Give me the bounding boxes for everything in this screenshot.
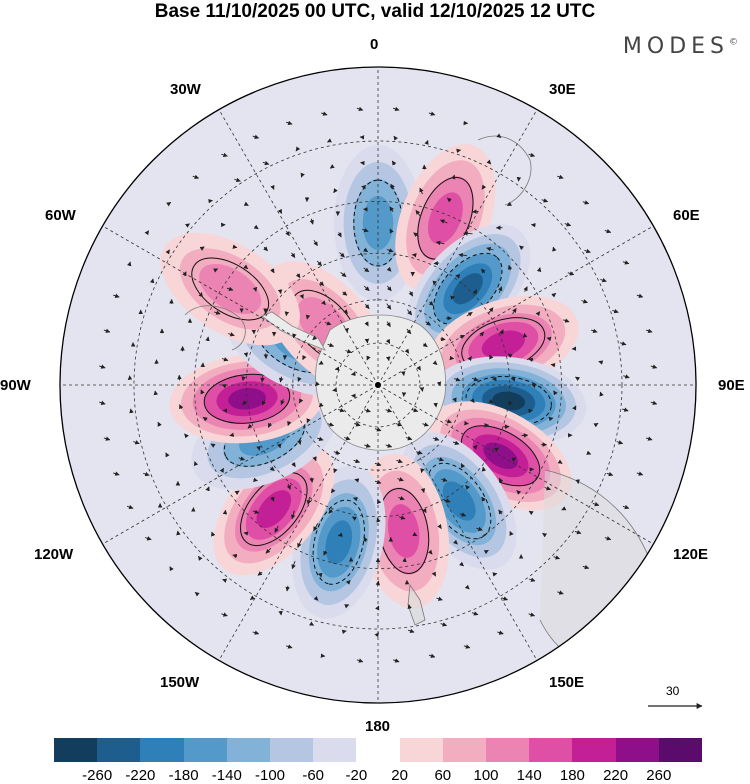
wind-vector bbox=[178, 531, 179, 534]
colorbar-swatch bbox=[486, 738, 530, 762]
wind-vector bbox=[225, 510, 226, 514]
south-pole-dot bbox=[375, 382, 381, 388]
wind-vector bbox=[454, 175, 455, 177]
wind-vector bbox=[440, 384, 441, 386]
colorbar-tick-label: 20 bbox=[378, 767, 422, 784]
colorbar-tick-label: -260 bbox=[75, 767, 119, 784]
wind-vector bbox=[208, 337, 209, 340]
colorbar-tick-label: 140 bbox=[507, 767, 551, 784]
wind-vector bbox=[434, 263, 439, 264]
wind-vector bbox=[547, 338, 549, 339]
wind-vector bbox=[423, 490, 424, 492]
lon-label-60e: 60E bbox=[673, 208, 700, 224]
colorbar-tick-label: 60 bbox=[421, 767, 465, 784]
wind-vector bbox=[244, 533, 247, 534]
colorbar-swatch bbox=[572, 738, 616, 762]
colorbar-swatch bbox=[97, 738, 141, 762]
reference-vector-label: 30 bbox=[666, 684, 679, 698]
lon-label-120e: 120E bbox=[673, 547, 708, 563]
colorbar-tick-label: 100 bbox=[464, 767, 508, 784]
colorbar-swatch bbox=[227, 738, 271, 762]
colorbar-swatch bbox=[270, 738, 314, 762]
lon-label-150e: 150E bbox=[549, 675, 584, 691]
wind-vector bbox=[362, 187, 366, 188]
wind-vector bbox=[130, 262, 131, 264]
colorbar-tick-label: -60 bbox=[291, 767, 335, 784]
colorbar-tick-label: -100 bbox=[248, 767, 292, 784]
colorbar-swatch bbox=[313, 738, 357, 762]
colorbar-swatch bbox=[356, 738, 400, 762]
wind-vector bbox=[286, 313, 287, 316]
colorbar bbox=[54, 738, 702, 762]
wind-vector bbox=[367, 359, 368, 361]
wind-vector bbox=[464, 233, 473, 234]
colorbar-tick-label: 180 bbox=[550, 767, 594, 784]
lon-label-0: 0 bbox=[370, 37, 378, 53]
lon-label-30e: 30E bbox=[549, 82, 576, 98]
wind-vector bbox=[259, 448, 260, 451]
lon-label-180: 180 bbox=[365, 719, 390, 735]
wind-vector bbox=[553, 247, 554, 249]
colorbar-swatch bbox=[443, 738, 487, 762]
wind-vector bbox=[473, 211, 479, 212]
lon-label-150w: 150W bbox=[160, 675, 199, 691]
wind-vector bbox=[600, 392, 601, 394]
colorbar-swatch bbox=[140, 738, 184, 762]
wind-vector bbox=[334, 471, 335, 473]
wind-vector bbox=[434, 283, 435, 285]
lon-label-90e: 90E bbox=[718, 378, 745, 394]
wind-vector bbox=[222, 385, 223, 386]
colorbar-swatch bbox=[659, 738, 703, 762]
colorbar-tick-label: -20 bbox=[334, 767, 378, 784]
wind-vector bbox=[511, 379, 514, 380]
wind-vector bbox=[285, 355, 286, 360]
wind-vector bbox=[312, 478, 313, 483]
colorbar-swatch bbox=[529, 738, 573, 762]
colorbar-tick-label: 220 bbox=[594, 767, 638, 784]
colorbar-swatch bbox=[54, 738, 98, 762]
lon-label-30w: 30W bbox=[170, 82, 201, 98]
antarctica-landmass bbox=[316, 315, 446, 450]
lon-label-120w: 120W bbox=[34, 547, 73, 563]
wind-vector bbox=[361, 163, 365, 164]
lon-label-60w: 60W bbox=[45, 208, 76, 224]
colorbar-swatch bbox=[184, 738, 228, 762]
colorbar-tick-label: -140 bbox=[205, 767, 249, 784]
lon-label-90w: 90W bbox=[0, 378, 31, 394]
wind-vector bbox=[388, 358, 389, 361]
colorbar-swatch bbox=[400, 738, 444, 762]
colorbar-swatch bbox=[616, 738, 660, 762]
colorbar-tick-label: -220 bbox=[118, 767, 162, 784]
colorbar-tick-label: 260 bbox=[637, 767, 681, 784]
colorbar-tick-label: -180 bbox=[162, 767, 206, 784]
